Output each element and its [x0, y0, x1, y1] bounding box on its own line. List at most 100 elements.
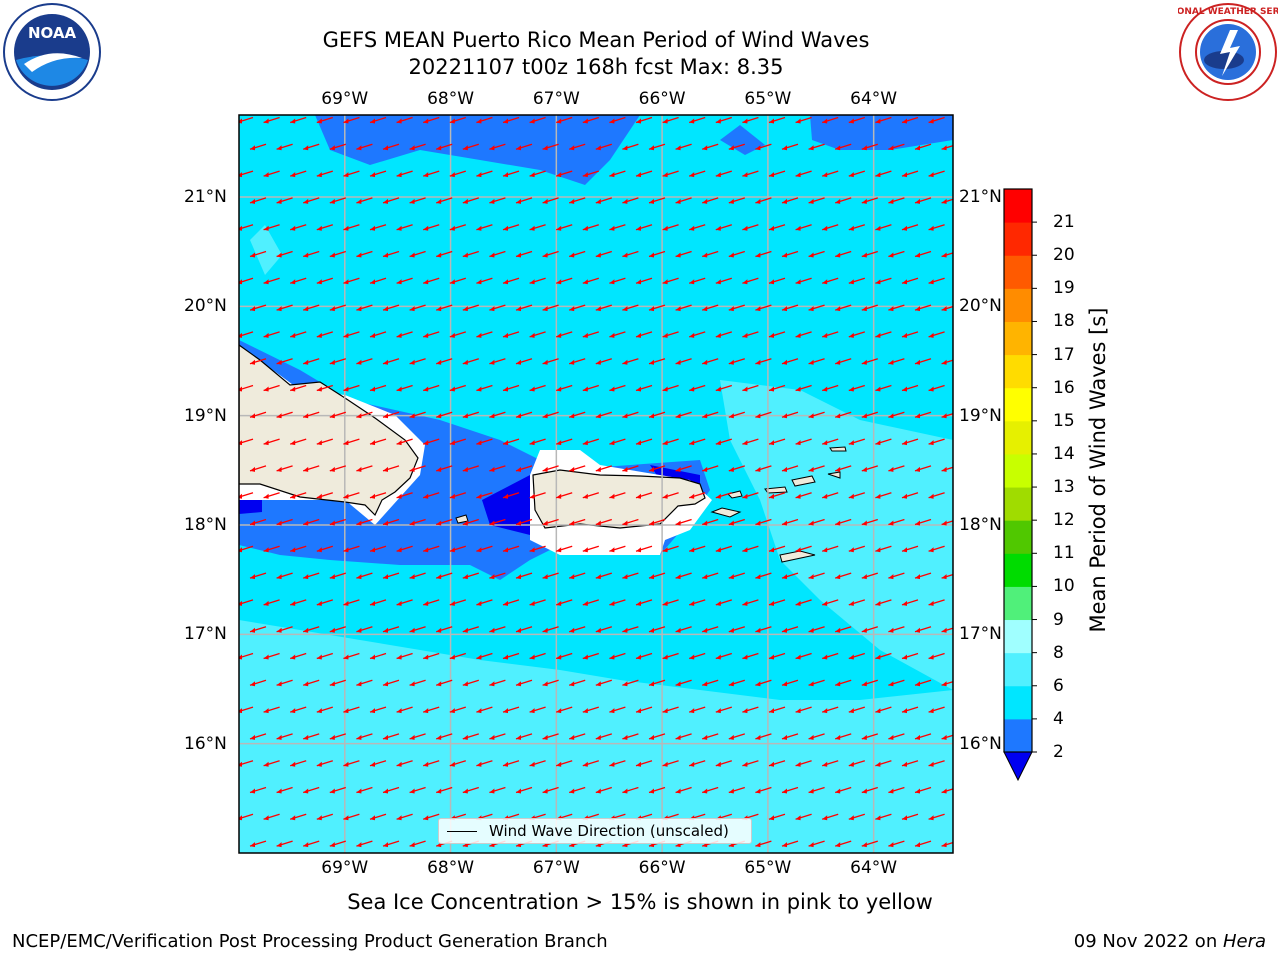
wave-direction-arrow [303, 840, 320, 848]
wave-direction-arrow [449, 652, 466, 660]
wave-direction-arrow [396, 384, 413, 392]
wave-direction-arrow [689, 384, 706, 392]
wave-direction-arrow [556, 170, 573, 178]
wave-direction-arrow [781, 626, 799, 633]
wave-direction-arrow [316, 277, 333, 285]
wind-wave-direction-arrows [239, 116, 953, 848]
wave-direction-arrow [303, 465, 320, 472]
wave-direction-arrow [662, 170, 679, 178]
wave-direction-arrow [542, 197, 559, 204]
wave-direction-arrow [595, 733, 612, 740]
lat-tick-label-right: 19°N [959, 405, 1002, 426]
wave-direction-arrow [356, 572, 373, 580]
wave-direction-arrow [329, 679, 346, 687]
wave-direction-arrow [542, 626, 559, 633]
wave-direction-arrow [303, 358, 320, 365]
wave-direction-arrow [409, 411, 426, 419]
wave-direction-arrow [742, 384, 759, 392]
wave-direction-arrow [635, 545, 653, 553]
wave-direction-arrow [249, 465, 267, 472]
wave-direction-arrow [582, 652, 599, 660]
wave-direction-arrow [808, 197, 825, 204]
wave-direction-arrow [901, 492, 919, 499]
wave-direction-arrow [835, 572, 852, 580]
wave-direction-arrow [768, 116, 786, 124]
wave-direction-arrow [595, 786, 612, 794]
wave-direction-arrow [715, 331, 732, 338]
wave-direction-arrow [888, 518, 905, 526]
wave-direction-arrow [356, 465, 373, 472]
wave-direction-arrow [609, 652, 626, 660]
wave-direction-arrow [263, 492, 280, 499]
wave-direction-arrow [489, 411, 506, 419]
wave-period-field-6-8-east [720, 380, 953, 690]
wave-direction-arrow [622, 626, 639, 633]
wave-direction-arrow [635, 331, 653, 338]
wave-direction-arrow [808, 572, 825, 580]
wave-direction-arrow [755, 358, 772, 365]
wave-direction-arrow [808, 465, 825, 472]
colorbar-tick-label: 9 [1053, 609, 1064, 630]
wave-direction-arrow [888, 786, 905, 794]
wave-direction-arrow [689, 760, 706, 767]
wave-direction-arrow [728, 197, 745, 204]
wave-direction-arrow [781, 143, 799, 151]
wave-direction-arrow [489, 197, 506, 204]
wave-direction-arrow [409, 733, 426, 740]
wave-direction-arrow [436, 143, 453, 151]
wave-direction-arrow [356, 197, 373, 204]
wave-direction-arrow [489, 572, 506, 580]
wave-direction-arrow [276, 304, 293, 312]
wave-direction-arrow [449, 170, 466, 178]
wave-direction-arrow [489, 626, 506, 633]
wave-direction-arrow [423, 492, 440, 499]
wave-direction-arrow [569, 250, 586, 258]
nws-logo: NATIONAL WEATHER SERVICE [1178, 3, 1278, 101]
wave-direction-arrow [476, 277, 493, 285]
wave-direction-arrow [875, 813, 892, 821]
wave-direction-arrow [781, 840, 799, 848]
wave-direction-arrow [582, 438, 599, 446]
wave-direction-arrow [356, 679, 373, 687]
wave-direction-arrow [941, 198, 953, 204]
wave-direction-arrow [875, 224, 892, 231]
wave-direction-arrow [529, 384, 546, 392]
wave-direction-arrow [249, 679, 267, 687]
wave-direction-arrow [835, 733, 852, 740]
wave-direction-arrow [888, 626, 905, 633]
wave-direction-arrow [622, 518, 639, 526]
legend-label: Wind Wave Direction (unscaled) [489, 822, 729, 840]
wave-direction-arrow [888, 143, 905, 151]
wave-direction-arrow [768, 599, 786, 606]
colorbar-bin [1004, 586, 1032, 621]
colorbar-bin [1004, 652, 1032, 687]
wave-direction-arrow [515, 465, 533, 472]
wave-direction-arrow [689, 492, 706, 499]
wave-direction-arrow [316, 224, 333, 231]
colorbar-tick-label: 14 [1053, 443, 1075, 464]
wave-direction-arrow [316, 706, 333, 714]
wave-direction-arrow [569, 143, 586, 151]
wave-direction-arrow [781, 465, 799, 472]
wave-direction-arrow [356, 518, 373, 526]
nws-logo-text: NATIONAL WEATHER SERVICE [1178, 7, 1278, 17]
wave-direction-arrow [914, 411, 932, 419]
wave-direction-arrow [582, 706, 599, 714]
wave-direction-arrow [768, 224, 786, 231]
wave-direction-arrow [436, 304, 453, 312]
wave-direction-arrow [423, 652, 440, 660]
wave-direction-arrow [728, 250, 745, 258]
wave-direction-arrow [689, 277, 706, 285]
wave-direction-arrow [768, 760, 786, 767]
wave-direction-arrow [914, 143, 932, 151]
colorbar-tick-label: 4 [1053, 708, 1064, 729]
wave-direction-arrow [875, 277, 892, 285]
wave-direction-arrow [303, 679, 320, 687]
footer-date-text: 09 Nov 2022 on [1073, 931, 1223, 952]
wave-direction-arrow [622, 197, 639, 204]
wave-direction-arrow [835, 143, 852, 151]
wave-direction-arrow [622, 411, 639, 419]
sea-ice-note: Sea Ice Concentration > 15% is shown in … [347, 890, 933, 914]
wave-direction-arrow [941, 413, 953, 419]
wave-direction-arrow [382, 786, 400, 794]
